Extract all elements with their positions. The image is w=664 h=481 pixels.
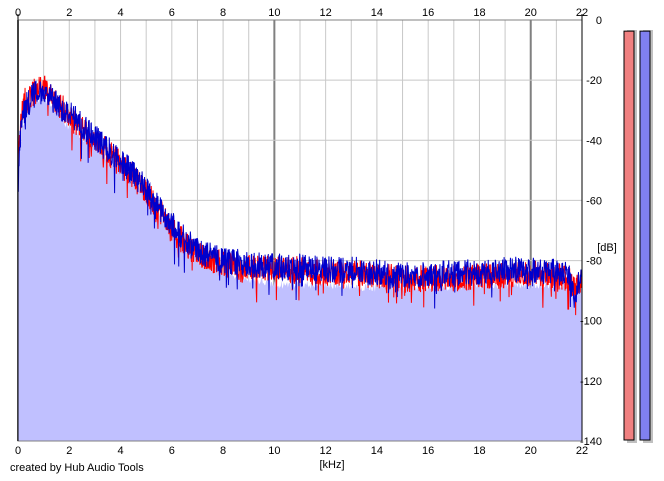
y-tick-label: -40 — [586, 135, 602, 147]
x-tick-label-top: 4 — [117, 7, 123, 19]
y-tick-label: -80 — [586, 256, 602, 268]
y-tick-label: -60 — [586, 195, 602, 207]
x-tick-label-top: 6 — [169, 7, 175, 19]
y-tick-label: -20 — [586, 75, 602, 87]
y-axis-ticks: 0 -20 -40 -60 -80 -100 -120 -140 — [580, 15, 602, 448]
x-tick-label-bottom: 10 — [268, 445, 280, 457]
x-tick-label-top: 18 — [473, 7, 485, 19]
y-tick-label: -140 — [580, 436, 602, 448]
x-tick-label-bottom: 18 — [473, 445, 485, 457]
x-tick-label-bottom: 22 — [576, 445, 588, 457]
x-tick-label-bottom: 4 — [117, 445, 123, 457]
spectrum-line-2 — [17, 80, 583, 309]
spectrum-area-fill — [18, 94, 582, 441]
x-tick-label-top: 16 — [422, 7, 434, 19]
x-tick-label-bottom: 16 — [422, 445, 434, 457]
level-meter-right — [639, 30, 651, 441]
x-tick-label-bottom: 20 — [525, 445, 537, 457]
x-axis-bottom-ticks: 0 2 4 6 8 10 12 14 16 18 20 22 — [15, 445, 588, 457]
x-tick-label-top: 14 — [371, 7, 383, 19]
x-axis-label: [kHz] — [319, 459, 344, 471]
y-tick-label: -120 — [580, 376, 602, 388]
spectrum-lines — [17, 75, 583, 316]
y-tick-label: -100 — [580, 316, 602, 328]
x-tick-label-bottom: 2 — [66, 445, 72, 457]
y-axis-label: [dB] — [597, 242, 617, 254]
x-tick-label-top: 20 — [525, 7, 537, 19]
plot-frame — [17, 14, 583, 442]
x-tick-label-bottom: 6 — [169, 445, 175, 457]
x-tick-label-bottom: 12 — [320, 445, 332, 457]
footer-credit: created by Hub Audio Tools — [10, 462, 144, 474]
x-tick-label-bottom: 14 — [371, 445, 383, 457]
x-tick-label-top: 2 — [66, 7, 72, 19]
x-tick-label-top: 12 — [320, 7, 332, 19]
x-tick-label-top: 0 — [15, 7, 21, 19]
x-tick-label-top: 8 — [220, 7, 226, 19]
x-axis-top-ticks: 0 2 4 6 8 10 12 14 16 18 20 22 — [15, 7, 588, 19]
x-tick-label-bottom: 8 — [220, 445, 226, 457]
level-meter-left — [623, 30, 635, 441]
x-tick-label-top: 22 — [576, 7, 588, 19]
level-meters — [623, 30, 653, 443]
x-tick-label-bottom: 0 — [15, 445, 21, 457]
y-tick-label: 0 — [596, 15, 602, 27]
x-tick-label-top: 10 — [268, 7, 280, 19]
spectrum-area — [18, 94, 582, 441]
